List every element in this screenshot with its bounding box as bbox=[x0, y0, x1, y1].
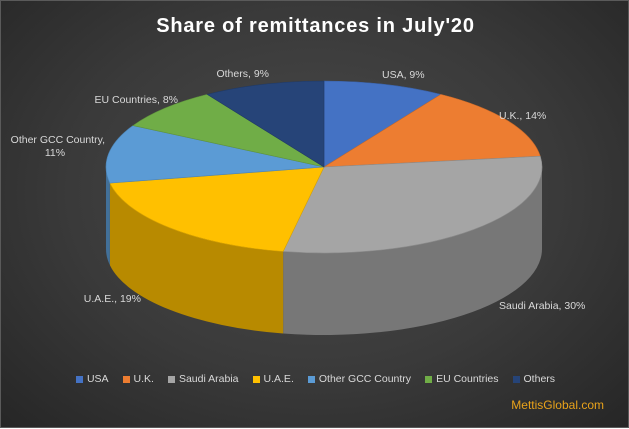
legend-swatch-others bbox=[513, 376, 520, 383]
legend-label-other-gcc-country: Other GCC Country bbox=[319, 373, 411, 385]
watermark: MettisGlobal.com bbox=[511, 398, 604, 412]
legend-item-u-a-e: U.A.E. bbox=[253, 373, 294, 385]
legend-label-others: Others bbox=[524, 373, 556, 385]
legend-swatch-u-k bbox=[123, 376, 130, 383]
legend-swatch-saudi-arabia bbox=[168, 376, 175, 383]
legend-label-saudi-arabia: Saudi Arabia bbox=[179, 373, 239, 385]
legend-item-other-gcc-country: Other GCC Country bbox=[308, 373, 411, 385]
data-label-saudi-arabia: Saudi Arabia, 30% bbox=[499, 300, 585, 312]
legend-swatch-u-a-e bbox=[253, 376, 260, 383]
legend-swatch-eu-countries bbox=[425, 376, 432, 383]
legend-item-others: Others bbox=[513, 373, 556, 385]
pie-slices bbox=[106, 81, 542, 253]
legend-swatch-usa bbox=[76, 376, 83, 383]
legend-item-eu-countries: EU Countries bbox=[425, 373, 498, 385]
chart-legend: USA U.K. Saudi Arabia U.A.E. Other GCC Count… bbox=[1, 373, 629, 385]
legend-label-usa: USA bbox=[87, 373, 109, 385]
data-label-u-k: U.K., 14% bbox=[499, 110, 546, 122]
legend-label-u-k: U.K. bbox=[134, 373, 154, 385]
legend-item-u-k: U.K. bbox=[123, 373, 154, 385]
legend-label-eu-countries: EU Countries bbox=[436, 373, 498, 385]
legend-swatch-other-gcc-country bbox=[308, 376, 315, 383]
data-label-others: Others, 9% bbox=[216, 68, 269, 80]
legend-label-u-a-e: U.A.E. bbox=[264, 373, 294, 385]
data-label-eu-countries: EU Countries, 8% bbox=[95, 94, 178, 106]
data-label-u-a-e: U.A.E., 19% bbox=[84, 293, 141, 305]
legend-item-saudi-arabia: Saudi Arabia bbox=[168, 373, 239, 385]
data-label-usa: USA, 9% bbox=[382, 69, 425, 81]
data-label-other-gcc-country: Other GCC Country, 11% bbox=[11, 134, 105, 159]
legend-item-usa: USA bbox=[76, 373, 109, 385]
